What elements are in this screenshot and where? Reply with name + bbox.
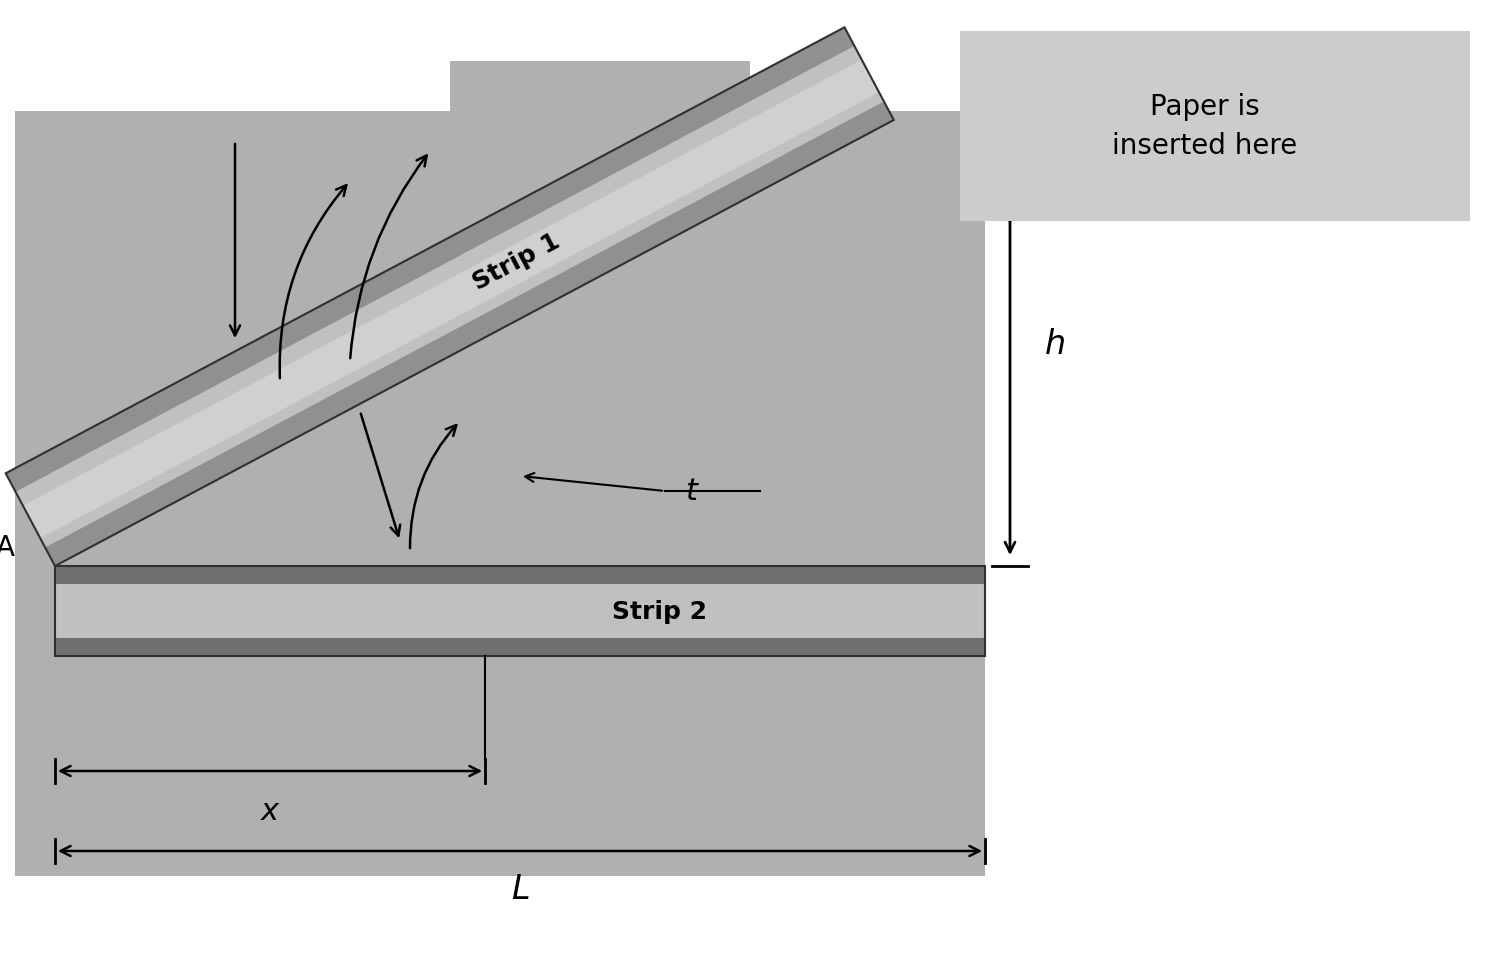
Bar — [15, 111, 985, 876]
Bar — [55, 566, 985, 656]
Text: h: h — [1044, 327, 1067, 360]
Polygon shape — [22, 61, 878, 538]
Bar — [961, 32, 1470, 222]
Polygon shape — [6, 28, 893, 566]
Bar — [55, 566, 985, 584]
Text: x: x — [261, 797, 279, 825]
Text: Strip 1: Strip 1 — [469, 229, 565, 295]
Bar — [55, 566, 985, 656]
Bar — [450, 62, 750, 211]
Text: Strip 2: Strip 2 — [613, 600, 707, 624]
Bar — [55, 638, 985, 656]
Bar — [55, 584, 985, 638]
Text: t: t — [686, 477, 698, 506]
Text: L: L — [511, 873, 529, 905]
Text: A: A — [0, 533, 15, 561]
Polygon shape — [15, 47, 884, 548]
Text: Paper is
inserted here: Paper is inserted here — [1113, 93, 1298, 160]
